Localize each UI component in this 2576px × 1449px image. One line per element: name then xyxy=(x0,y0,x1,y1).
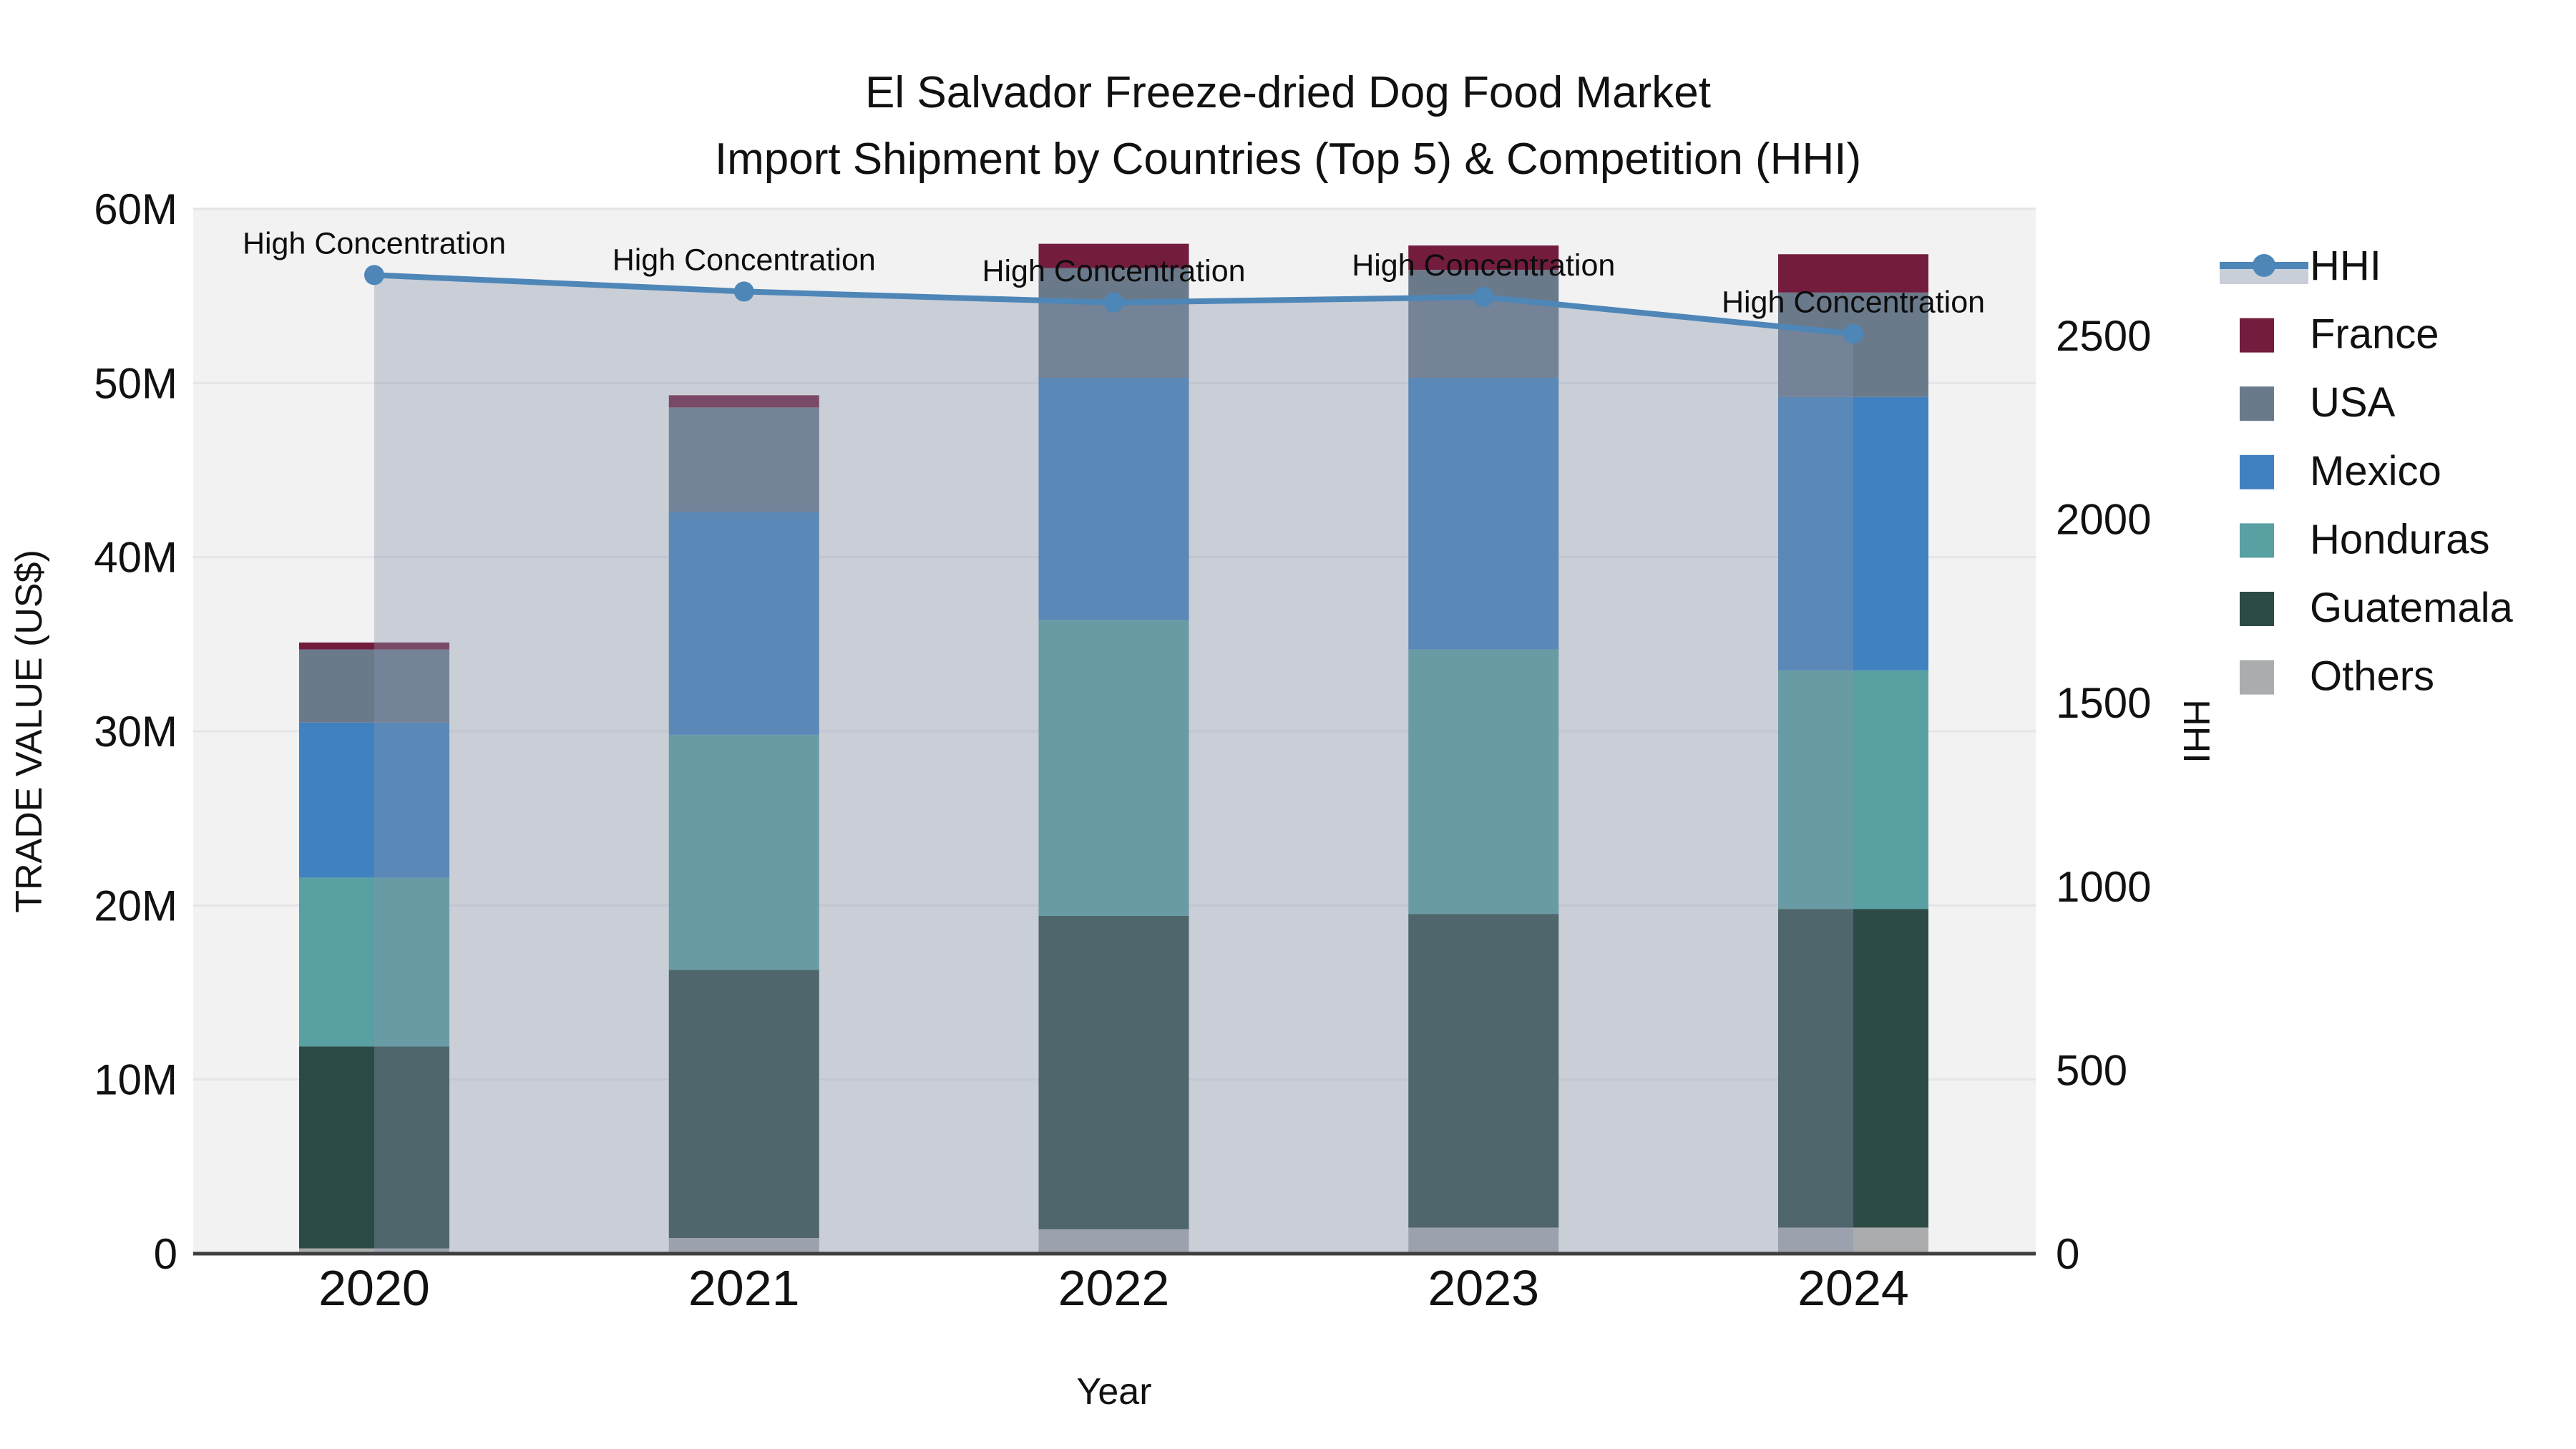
stacked-bars xyxy=(299,243,1928,1254)
bar-segment-2024-france[interactable] xyxy=(1778,254,1928,293)
bar-2020 xyxy=(299,642,449,1254)
bar-segment-2020-usa[interactable] xyxy=(299,649,449,723)
annotation-high-concentration-2024: High Concentration xyxy=(1722,285,1985,319)
legend-label-usa: USA xyxy=(2310,379,2396,426)
bar-segment-2021-usa[interactable] xyxy=(668,407,819,512)
legend-item-others[interactable]: Others xyxy=(2240,653,2434,700)
bar-2021 xyxy=(668,395,819,1254)
bar-segment-2022-usa[interactable] xyxy=(1038,268,1189,379)
y-right-tick-1500: 1500 xyxy=(2056,679,2151,727)
bar-segment-2023-france[interactable] xyxy=(1408,245,1559,270)
y-right-tick-2000: 2000 xyxy=(2056,496,2151,544)
legend-label-others: Others xyxy=(2310,653,2434,700)
bar-segment-2024-honduras[interactable] xyxy=(1778,670,1928,909)
bar-segment-2020-mexico[interactable] xyxy=(299,722,449,878)
bar-segment-2020-guatemala[interactable] xyxy=(299,1046,449,1249)
legend-swatch-france xyxy=(2240,318,2274,353)
annotation-high-concentration-2023: High Concentration xyxy=(1352,248,1615,283)
bar-segment-2024-others[interactable] xyxy=(1778,1227,1928,1254)
annotation-high-concentration-2021: High Concentration xyxy=(613,243,876,277)
bar-segment-2022-mexico[interactable] xyxy=(1038,378,1189,620)
legend-item-hhi[interactable]: HHI xyxy=(2220,243,2381,289)
y-right-tick-0: 0 xyxy=(2056,1230,2079,1278)
bar-segment-2020-honduras[interactable] xyxy=(299,877,449,1047)
annotation-high-concentration-2022: High Concentration xyxy=(982,254,1245,288)
x-tick-2021: 2021 xyxy=(688,1260,800,1316)
hhi-marker-2022[interactable] xyxy=(1103,292,1124,313)
legend-label-france: France xyxy=(2310,311,2439,358)
x-tick-2020: 2020 xyxy=(318,1260,430,1316)
bar-segment-2023-others[interactable] xyxy=(1408,1227,1559,1254)
bar-segment-2022-honduras[interactable] xyxy=(1038,620,1189,916)
bar-segment-2022-others[interactable] xyxy=(1038,1229,1189,1254)
x-axis-title: Year xyxy=(1076,1371,1151,1413)
y-left-tick-60M: 60M xyxy=(94,185,177,233)
bar-2024 xyxy=(1778,254,1928,1254)
legend-item-honduras[interactable]: Honduras xyxy=(2240,516,2489,562)
chart-title-line1: El Salvador Freeze-dried Dog Food Market xyxy=(865,68,1711,117)
y-left-tick-30M: 30M xyxy=(94,708,177,756)
bar-segment-2023-mexico[interactable] xyxy=(1408,378,1559,650)
bar-segment-2020-others[interactable] xyxy=(299,1248,449,1254)
bar-segment-2021-guatemala[interactable] xyxy=(668,970,819,1239)
legend-label-mexico: Mexico xyxy=(2310,448,2441,494)
y-right-tick-1000: 1000 xyxy=(2056,863,2151,911)
legend-item-guatemala[interactable]: Guatemala xyxy=(2240,585,2513,631)
y-left-tick-50M: 50M xyxy=(94,359,177,407)
hhi-line xyxy=(364,265,1863,344)
bar-segment-2024-usa[interactable] xyxy=(1778,292,1928,397)
bar-segment-2022-france[interactable] xyxy=(1038,243,1189,268)
x-tick-2022: 2022 xyxy=(1058,1260,1170,1316)
hhi-marker-2021[interactable] xyxy=(733,281,754,302)
bar-segment-2021-france[interactable] xyxy=(668,395,819,408)
x-tick-2024: 2024 xyxy=(1797,1260,1909,1316)
y-left-axis-title: TRADE VALUE (US$) xyxy=(9,550,50,913)
legend-swatch-guatemala xyxy=(2240,592,2274,626)
bar-2022 xyxy=(1038,243,1189,1254)
axes: 0 10M 20M 30M 40M 50M 60M 0 500 1000 1500 2000 2500 2… xyxy=(94,185,2151,1316)
legend-item-mexico[interactable]: Mexico xyxy=(2240,448,2441,494)
legend-item-usa[interactable]: USA xyxy=(2240,379,2396,426)
y-right-tick-2500: 2500 xyxy=(2056,312,2151,360)
legend-label-hhi: HHI xyxy=(2310,243,2381,289)
annotations: High Concentration High Concentration High… xyxy=(243,226,1985,319)
bar-segment-2020-france[interactable] xyxy=(299,642,449,650)
hhi-marker-2020[interactable] xyxy=(364,265,384,286)
annotation-high-concentration-2020: High Concentration xyxy=(243,226,506,260)
y-right-tick-500: 500 xyxy=(2056,1046,2127,1094)
y-right-axis-title: HHI xyxy=(2175,699,2217,763)
bar-segment-2023-guatemala[interactable] xyxy=(1408,914,1559,1228)
hhi-area-fill xyxy=(374,275,1853,1254)
bar-segment-2024-guatemala[interactable] xyxy=(1778,909,1928,1228)
y-left-tick-20M: 20M xyxy=(94,882,177,930)
x-tick-2023: 2023 xyxy=(1428,1260,1539,1316)
legend-swatch-others xyxy=(2240,660,2274,695)
legend-label-honduras: Honduras xyxy=(2310,516,2489,562)
legend-item-france[interactable]: France xyxy=(2240,311,2439,358)
legend-swatch-honduras xyxy=(2240,523,2274,558)
bar-segment-2021-mexico[interactable] xyxy=(668,512,819,735)
bar-segment-2021-honduras[interactable] xyxy=(668,734,819,970)
legend: HHI France USA Mexico Honduras Guatemala Other… xyxy=(2220,243,2513,700)
bar-segment-2022-guatemala[interactable] xyxy=(1038,915,1189,1229)
legend-swatch-usa xyxy=(2240,386,2274,421)
bar-segment-2023-honduras[interactable] xyxy=(1408,649,1559,914)
hhi-fill-area xyxy=(374,275,1853,1254)
y-left-tick-0: 0 xyxy=(154,1230,177,1278)
y-left-tick-10M: 10M xyxy=(94,1056,177,1104)
hhi-marker-2024[interactable] xyxy=(1843,323,1863,344)
hhi-marker-2023[interactable] xyxy=(1473,287,1494,308)
legend-swatch-mexico xyxy=(2240,454,2274,489)
legend-label-guatemala: Guatemala xyxy=(2310,585,2513,631)
legend-hhi-marker-sample xyxy=(2253,254,2275,277)
chart-title-line2: Import Shipment by Countries (Top 5) & C… xyxy=(715,135,1861,184)
bar-segment-2024-mexico[interactable] xyxy=(1778,396,1928,670)
y-left-tick-40M: 40M xyxy=(94,534,177,582)
bar-segment-2021-others[interactable] xyxy=(668,1238,819,1254)
